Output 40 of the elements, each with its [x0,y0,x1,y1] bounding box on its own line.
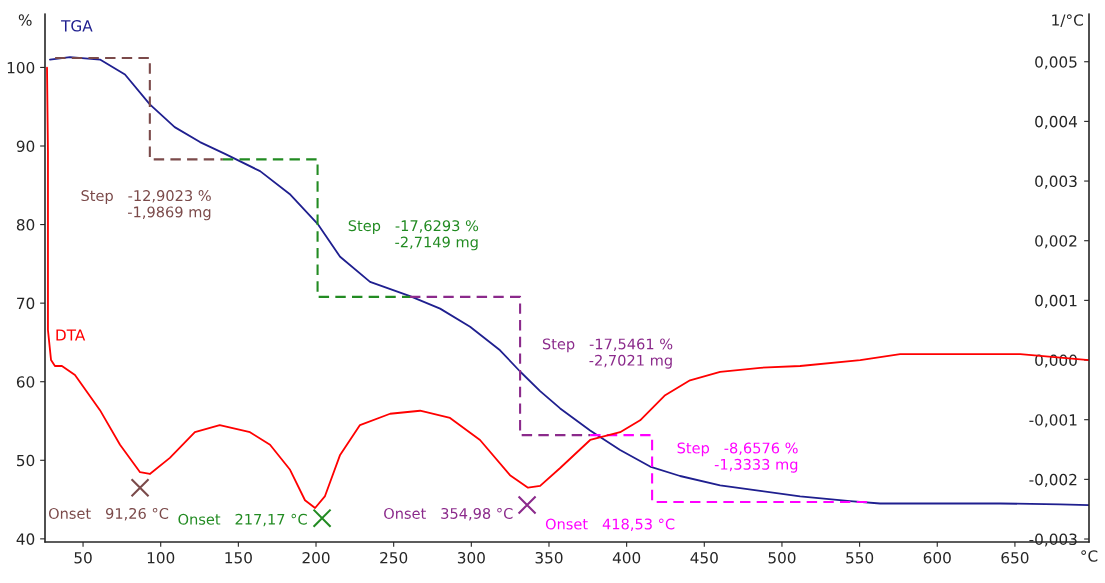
annotation: Onset 418,53 °C [545,518,675,532]
annotation: Onset 217,17 °C [178,513,307,527]
annotation: Step -8,6576 % -1,3333 mg [677,442,798,473]
x-tick-label: 300 [457,551,485,564]
y2-tick-label: -0,001 [1029,414,1077,428]
y2-tick-label: 0,004 [1035,115,1078,129]
x-tick-label: 350 [535,551,563,564]
x-tick-label: 200 [302,551,330,564]
x-tick-label: 450 [690,551,718,564]
x-tick-label: 400 [612,551,641,564]
annotation: Step -17,5461 % -2,7021 mg [542,338,673,369]
y2-tick-label: 0,002 [1035,235,1077,249]
y-tick-label: 70 [17,297,35,310]
y2-tick-label: 0,003 [1035,175,1077,189]
annotation: Onset 354,98 °C [384,507,513,521]
y-tick-label: 100 [7,61,35,74]
y2-tick-label: -0,002 [1029,473,1077,487]
annotation: Onset 91,26 °C [48,507,169,521]
x-tick-label: 50 [74,551,92,564]
x-tick-label: 500 [768,551,796,564]
x-tick-label: 600 [923,551,951,564]
x-tick-label: 650 [1001,551,1029,564]
y2-tick-label: 0,001 [1035,294,1077,308]
y2-axis-title: 1/°C [1052,14,1083,28]
y-tick-label: 60 [16,376,35,388]
x-tick-label: 250 [380,551,408,564]
y-axis-title: % [18,14,32,26]
y2-tick-label: 0,005 [1035,56,1077,70]
series-label: DTA [56,329,86,341]
y-tick-label: 80 [16,219,35,231]
annotation: Step -17,6293 % -2,7149 mg [348,220,479,251]
x-axis-title: °C [1081,550,1098,562]
y-tick-label: 90 [16,140,35,153]
annotation: Step -12,9023 % -1,9869 mg [81,190,211,221]
x-tick-label: 150 [225,551,252,564]
x-tick-label: 550 [846,551,874,564]
y-tick-label: 40 [16,533,35,545]
series-label: TGA [61,20,93,32]
x-tick-label: 100 [147,551,175,564]
y-tick-label: 50 [17,454,35,467]
